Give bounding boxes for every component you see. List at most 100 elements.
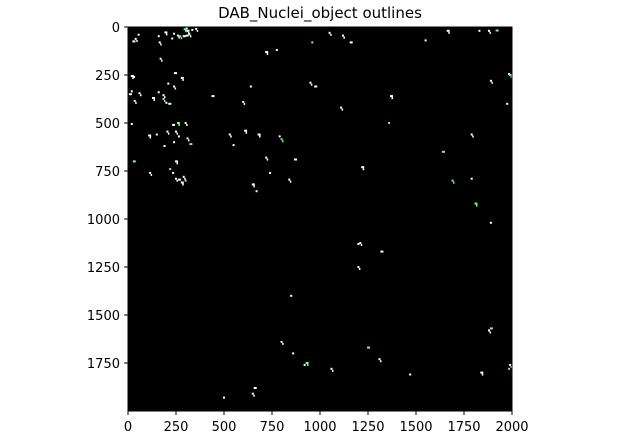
y-tick-label: 500	[95, 117, 120, 132]
nucleus-outline	[367, 346, 370, 349]
nucleus-outline	[290, 294, 293, 297]
nucleus-outline	[130, 90, 133, 93]
nucleus-outline	[177, 178, 181, 181]
nucleus-outline	[128, 93, 132, 96]
nucleus-outline	[136, 39, 138, 42]
nucleus-outline	[253, 387, 257, 389]
nucleus-outline	[148, 134, 152, 137]
nucleus-outline	[176, 132, 178, 135]
nucleus-outline	[489, 31, 491, 34]
nucleus-outline	[307, 364, 309, 366]
nucleus-outline	[174, 72, 177, 75]
nucleus-outline	[342, 34, 344, 37]
nucleus-outline	[189, 143, 193, 146]
nucleus-outline	[390, 95, 393, 98]
nucleus-outline	[303, 363, 306, 366]
x-axis: 0 250 500 750 1000 1250 1500 1750 2000	[124, 411, 529, 435]
nucleus-outline	[150, 173, 153, 176]
nucleus-outline	[182, 78, 184, 81]
nucleus-outline	[137, 33, 140, 36]
nucleus-outline	[265, 51, 269, 53]
nucleus-outline	[134, 37, 137, 40]
nucleus-outline	[179, 35, 182, 38]
nucleus-outline	[478, 29, 481, 32]
nucleus-outline	[164, 31, 168, 34]
nucleus-outline	[378, 358, 381, 361]
nucleus-outline	[183, 28, 187, 31]
nucleus-outline	[168, 102, 172, 105]
nucleus-outline	[424, 39, 427, 42]
nucleus-outline	[180, 76, 184, 79]
nucleus-outline	[180, 37, 183, 40]
nucleus-outline	[230, 135, 232, 138]
nucleus-outline	[470, 177, 473, 180]
y-tick-label: 1500	[87, 309, 120, 324]
nucleus-outline	[186, 137, 189, 140]
nucleus-outline	[188, 139, 190, 142]
nucleus-outline	[166, 130, 169, 133]
nucleus-outline	[280, 340, 283, 343]
nucleus-outline	[472, 135, 474, 138]
nucleus-outline	[251, 392, 254, 395]
nucleus-outline	[481, 373, 484, 376]
nucleus-outline	[470, 133, 473, 136]
nucleus-outline	[184, 122, 187, 124]
nucleus-outline	[172, 123, 176, 126]
nucleus-outline	[176, 179, 178, 182]
nucleus-outline	[149, 171, 152, 174]
nucleus-outline	[186, 29, 190, 32]
nucleus-outline	[311, 41, 314, 44]
nucleus-outline	[182, 175, 185, 178]
nucleus-outline	[180, 181, 184, 184]
nucleus-outline	[508, 367, 511, 370]
image-area	[128, 27, 512, 411]
nucleus-outline	[182, 35, 186, 38]
nucleus-outline	[360, 244, 363, 246]
nucleus-outline	[280, 138, 283, 141]
nucleus-outline	[132, 40, 136, 43]
nucleus-outline	[380, 360, 382, 363]
nucleus-outline	[164, 100, 166, 102]
nucleus-outline	[243, 102, 246, 105]
nucleus-outline	[130, 123, 133, 125]
nucleus-outline	[169, 168, 172, 171]
nucleus-outline	[161, 59, 163, 62]
nucleus-outline	[232, 144, 235, 147]
nucleus-outline	[509, 74, 513, 76]
y-tick-label: 1250	[87, 261, 120, 276]
nucleus-outline	[178, 124, 180, 126]
x-tick-label: 500	[212, 420, 237, 435]
y-tick-label: 750	[95, 165, 120, 180]
nucleus-outline	[175, 160, 178, 163]
x-tick-label: 250	[164, 420, 189, 435]
y-axis: 0 250 500 750 1000 1250 1500 1750	[87, 21, 128, 372]
nucleus-outline	[349, 41, 353, 44]
nucleus-outline	[182, 183, 184, 186]
nucleus-outline	[330, 33, 332, 36]
nucleus-outline	[184, 179, 187, 182]
nucleus-outline	[489, 79, 492, 82]
nucleus-outline	[249, 85, 252, 88]
nucleus-outline	[157, 91, 160, 94]
nucleus-outline	[162, 98, 165, 100]
nucleus-outline	[357, 243, 360, 245]
nuclei-outlines	[128, 27, 513, 399]
nucleus-outline	[328, 31, 331, 34]
nucleus-outline	[278, 135, 281, 138]
nucleus-outline	[269, 171, 272, 174]
nucleus-outline	[451, 179, 454, 182]
nucleus-outline	[153, 99, 155, 101]
nucleus-outline	[305, 362, 309, 364]
nucleus-outline	[132, 160, 136, 163]
nucleus-outline	[448, 31, 450, 34]
y-tick-label: 1000	[87, 213, 120, 228]
nucleus-outline	[362, 168, 365, 171]
nucleus-outline	[292, 352, 295, 355]
nucleus-outline	[172, 171, 175, 174]
nucleus-outline	[476, 204, 478, 207]
nucleus-outline	[130, 75, 134, 77]
nucleus-outline	[173, 32, 176, 35]
nucleus-outline	[138, 92, 141, 95]
nucleus-outline	[314, 85, 318, 88]
nucleus-outline	[266, 53, 269, 55]
